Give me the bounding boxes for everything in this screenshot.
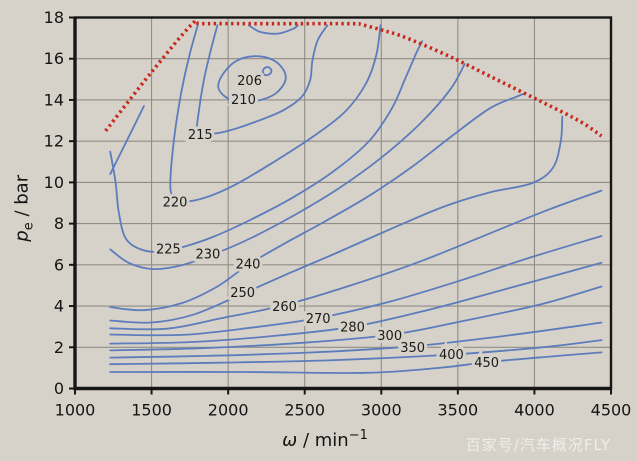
x-tick-label-4000: 4000 bbox=[514, 401, 555, 420]
x-tick-label-3000: 3000 bbox=[361, 401, 402, 420]
y-tick-label-14: 14 bbox=[44, 90, 64, 109]
x-tick-label-2000: 2000 bbox=[208, 401, 249, 420]
contour-label-215: 215 bbox=[188, 128, 213, 143]
contour-line-230 bbox=[109, 63, 466, 271]
full-load-curve bbox=[104, 18, 603, 138]
contour-line-230-branch bbox=[109, 105, 145, 175]
contour-line-450 bbox=[109, 351, 603, 374]
contour-label-206: 206 bbox=[237, 74, 262, 89]
contour-line-350 bbox=[109, 321, 603, 359]
y-axis-unit: bar bbox=[11, 174, 33, 205]
x-tick-label-1500: 1500 bbox=[131, 401, 172, 420]
y-tick-label-0: 0 bbox=[54, 379, 64, 398]
contour-line-220 bbox=[169, 24, 382, 203]
y-tick-label-6: 6 bbox=[54, 255, 64, 274]
x-axis-separator: / bbox=[297, 430, 315, 451]
contour-line-270 bbox=[109, 235, 603, 337]
y-tick-label-2: 2 bbox=[54, 338, 64, 357]
contour-label-300: 300 bbox=[377, 329, 402, 344]
axis-frame bbox=[73, 16, 613, 391]
tick-labels: 1000 1500 2000 2500 3000 3500 4000 4500 0 2 4 6 8 10 1… bbox=[44, 8, 632, 420]
y-tick-label-10: 10 bbox=[44, 173, 64, 192]
contour-line-240 bbox=[109, 92, 525, 312]
contour-label-225: 225 bbox=[156, 242, 181, 257]
y-axis-symbol: p bbox=[11, 230, 33, 242]
contour-label-250: 250 bbox=[230, 286, 255, 301]
x-tick-label-1000: 1000 bbox=[55, 401, 96, 420]
contour-line-280 bbox=[109, 261, 603, 345]
contour-label-400: 400 bbox=[439, 348, 464, 363]
contour-line-260 bbox=[109, 189, 603, 331]
contour-label-220: 220 bbox=[163, 195, 188, 210]
x-axis-unit: min bbox=[314, 430, 349, 451]
x-axis-title: ω / min−1 bbox=[75, 428, 575, 451]
y-tick-label-18: 18 bbox=[44, 8, 64, 27]
contour-label-350: 350 bbox=[400, 341, 425, 356]
y-tick-label-12: 12 bbox=[44, 132, 64, 151]
x-axis-exponent: −1 bbox=[348, 428, 368, 443]
contour-line-300 bbox=[109, 285, 603, 352]
axis-ticks bbox=[69, 16, 612, 395]
x-axis-symbol: ω bbox=[282, 430, 298, 451]
contour-label-280: 280 bbox=[340, 321, 365, 336]
contour-label-450: 450 bbox=[474, 356, 499, 371]
contour-label-270: 270 bbox=[306, 312, 331, 327]
y-axis-subscript: e bbox=[21, 222, 37, 231]
y-tick-label-8: 8 bbox=[54, 214, 64, 233]
contour-label-240: 240 bbox=[236, 257, 261, 272]
contour-label-260: 260 bbox=[272, 300, 297, 315]
contour-label-210: 210 bbox=[231, 93, 256, 108]
contour-line-210-branch bbox=[247, 24, 299, 35]
contour-line-206 bbox=[261, 66, 273, 77]
grid-lines bbox=[75, 17, 611, 389]
contour-line-225 bbox=[109, 40, 424, 253]
contour-line-210 bbox=[217, 55, 287, 104]
contour-line-250 bbox=[109, 115, 564, 324]
x-tick-label-2500: 2500 bbox=[284, 401, 325, 420]
contour-lines bbox=[109, 24, 603, 374]
y-axis-separator: / bbox=[11, 204, 33, 223]
x-tick-label-3500: 3500 bbox=[437, 401, 478, 420]
y-tick-label-16: 16 bbox=[44, 49, 64, 68]
contour-label-230: 230 bbox=[196, 248, 221, 263]
contour-line-400 bbox=[109, 339, 603, 366]
watermark: 百家号/汽车概况FLY bbox=[465, 436, 611, 454]
contour-line-215 bbox=[196, 24, 329, 135]
y-tick-label-4: 4 bbox=[54, 297, 64, 316]
y-axis-title: pe / bar bbox=[12, 148, 37, 268]
x-tick-label-4500: 4500 bbox=[591, 401, 632, 420]
